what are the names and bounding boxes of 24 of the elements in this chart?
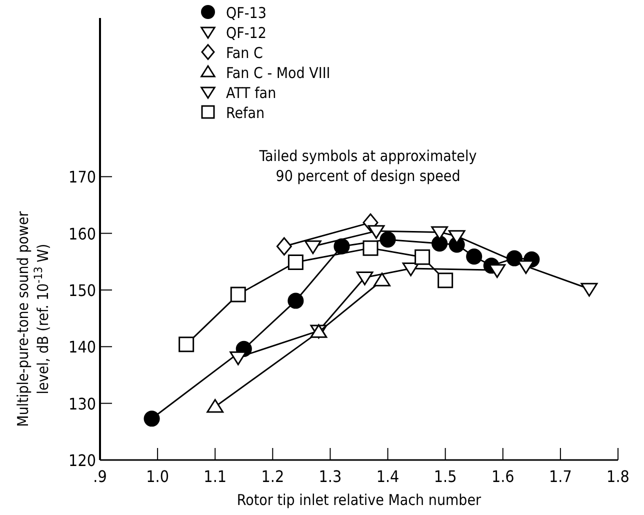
- y-tick-label: 150: [68, 281, 96, 300]
- x-tick-label: 1.2: [261, 467, 284, 486]
- y-tick-label: 140: [68, 338, 96, 357]
- y-tick-label: 120: [68, 451, 96, 470]
- x-tick-label: 1.0: [146, 467, 169, 486]
- x-tick-label: 1.8: [606, 467, 630, 486]
- x-tick-label: 1.4: [376, 467, 400, 486]
- legend-label: QF-13: [226, 4, 266, 22]
- legend-label: QF-12: [226, 24, 266, 42]
- x-tick-label: .9: [93, 467, 107, 486]
- x-tick-label: 1.7: [549, 467, 572, 486]
- legend-label: ATT fan: [226, 84, 276, 102]
- legend-label: Fan C - Mod VIII: [226, 64, 330, 82]
- annotation: Tailed symbols at approximately 90 percent of design speed: [258, 147, 477, 185]
- legend-label: Refan: [226, 104, 265, 122]
- x-tick-label: 1.3: [318, 467, 342, 486]
- x-axis-title: Rotor tip inlet relative Mach number: [236, 491, 482, 509]
- legend-label: Fan C: [226, 44, 263, 62]
- y-tick-label: 130: [68, 394, 96, 414]
- y-tick-label: 160: [68, 224, 96, 244]
- x-tick-label: 1.5: [434, 467, 457, 486]
- x-tick-label: 1.6: [491, 467, 514, 486]
- y-tick-label: 170: [68, 168, 96, 187]
- x-tick-label: 1.1: [204, 467, 227, 486]
